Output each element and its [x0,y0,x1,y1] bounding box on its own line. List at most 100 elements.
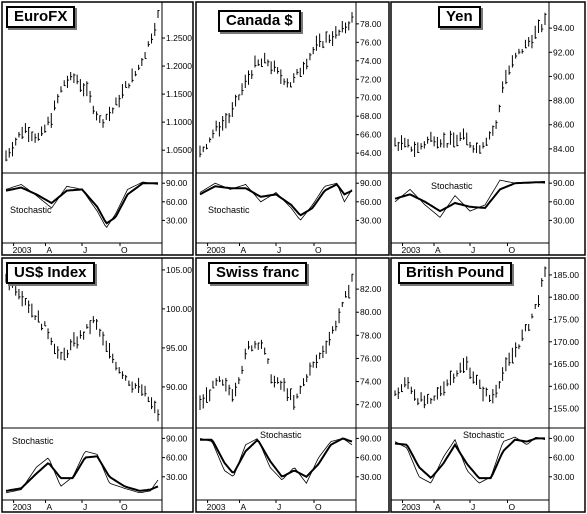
panel-frame [195,257,390,513]
price-tick-label: 100.00 [166,304,192,314]
chart-title: US$ Index [6,262,95,284]
stochastic-tick-label: 60.00 [166,453,188,463]
stochastic-k-line [199,438,353,484]
price-tick-label: 88.00 [553,96,575,106]
price-tick-label: 105.00 [166,265,192,275]
chart-panel-3: 94.00 92.00 90.00 88.00 86.00 84.00 90.00 60.00… [390,1,586,256]
x-tick-label: 2003 [207,245,226,255]
x-tick-label: J [83,502,87,512]
chart-panel-2: 78.00 76.00 74.00 72.00 70.00 68.00 66.00 64.00… [195,1,390,256]
stochastic-tick-label: 60.00 [553,197,575,207]
price-tick-label: 82.00 [360,284,382,294]
price-tick-label: 94.00 [553,23,575,33]
panel-frame [390,257,586,513]
price-tick-label: 90.00 [166,382,188,392]
stochastic-tick-label: 90.00 [553,433,575,443]
chart-title: Yen [438,6,481,28]
stochastic-tick-label: 90.00 [553,178,575,188]
price-tick-label: 170.00 [553,337,579,347]
stochastic-tick-label: 60.00 [360,197,382,207]
x-tick-label: O [121,502,128,512]
price-tick-label: 1.1500 [166,89,192,99]
x-tick-label: O [509,502,516,512]
stochastic-tick-label: 90.00 [360,433,382,443]
stochastic-k-line [5,450,159,494]
price-tick-label: 78.00 [360,19,382,29]
stochastic-tick-label: 90.00 [166,178,188,188]
price-tick-label: 155.00 [553,404,579,414]
chart-title: Canada $ [218,10,301,32]
price-tick-label: 70.00 [360,93,382,103]
stochastic-tick-label: 30.00 [360,472,382,482]
x-tick-label: 2003 [207,502,226,512]
chart-panel-1: 1.2500 1.2000 1.1500 1.1000 1.0500 90.00 60.00… [1,1,194,256]
stochastic-d-line [200,437,353,479]
price-tick-label: 175.00 [553,314,579,324]
stochastic-tick-label: 60.00 [553,453,575,463]
x-tick-label: O [315,502,322,512]
panel-frame [1,257,194,513]
stochastic-label: Stochastic [463,430,505,440]
price-tick-label: 1.1000 [166,117,192,127]
chart-title: EuroFX [6,6,76,28]
panel-frame [1,1,194,256]
stochastic-k-line [394,436,546,484]
stochastic-k-line [394,179,546,218]
price-tick-label: 84.00 [553,144,575,154]
price-tick-label: 160.00 [553,381,579,391]
stochastic-k-line [199,182,353,221]
chart-panel-6: 185.00 180.00 175.00 170.00 165.00 160.00 155.… [390,257,586,513]
stochastic-tick-label: 60.00 [166,197,188,207]
stochastic-tick-label: 30.00 [166,215,188,225]
x-tick-label: O [509,245,516,255]
stochastic-tick-label: 90.00 [360,178,382,188]
price-tick-label: 92.00 [553,47,575,57]
stochastic-tick-label: 30.00 [553,215,575,225]
price-tick-label: 86.00 [553,120,575,130]
stochastic-label: Stochastic [431,181,473,191]
stochastic-label: Stochastic [208,205,250,215]
x-tick-label: 2003 [402,245,421,255]
x-tick-label: J [471,245,475,255]
chart-panel-5: 82.00 80.00 78.00 76.00 74.00 72.00 90.00 60.00… [195,257,390,513]
price-tick-label: 78.00 [360,330,382,340]
chart-title: British Pound [398,262,513,284]
price-tick-label: 74.00 [360,56,382,66]
stochastic-d-line [5,455,159,492]
price-tick-label: 165.00 [553,359,579,369]
price-tick-label: 90.00 [553,71,575,81]
x-tick-label: J [83,245,87,255]
stochastic-tick-label: 30.00 [360,215,382,225]
panel-frame [195,1,390,256]
price-tick-label: 80.00 [360,307,382,317]
x-tick-label: O [121,245,128,255]
x-tick-label: 2003 [13,502,32,512]
price-tick-label: 64.00 [360,148,382,158]
panel-frame [390,1,586,256]
price-tick-label: 68.00 [360,111,382,121]
stochastic-label: Stochastic [260,430,302,440]
price-tick-label: 76.00 [360,37,382,47]
price-tick-label: 180.00 [553,292,579,302]
price-tick-label: 1.2000 [166,61,192,71]
x-tick-label: 2003 [402,502,421,512]
price-tick-label: 1.2500 [166,33,192,43]
x-tick-label: A [435,245,441,255]
stochastic-tick-label: 30.00 [553,472,575,482]
stochastic-tick-label: 90.00 [166,433,188,443]
x-tick-label: J [277,245,281,255]
x-tick-label: 2003 [13,245,32,255]
stochastic-tick-label: 30.00 [166,472,188,482]
chart-title: Swiss franc [208,262,308,284]
stochastic-label: Stochastic [12,436,54,446]
price-tick-label: 95.00 [166,343,188,353]
price-tick-label: 74.00 [360,377,382,387]
price-tick-label: 66.00 [360,130,382,140]
price-tick-label: 185.00 [553,270,579,280]
x-tick-label: A [241,502,247,512]
x-tick-label: A [47,245,53,255]
price-tick-label: 72.00 [360,400,382,410]
x-tick-label: J [277,502,281,512]
x-tick-label: J [471,502,475,512]
